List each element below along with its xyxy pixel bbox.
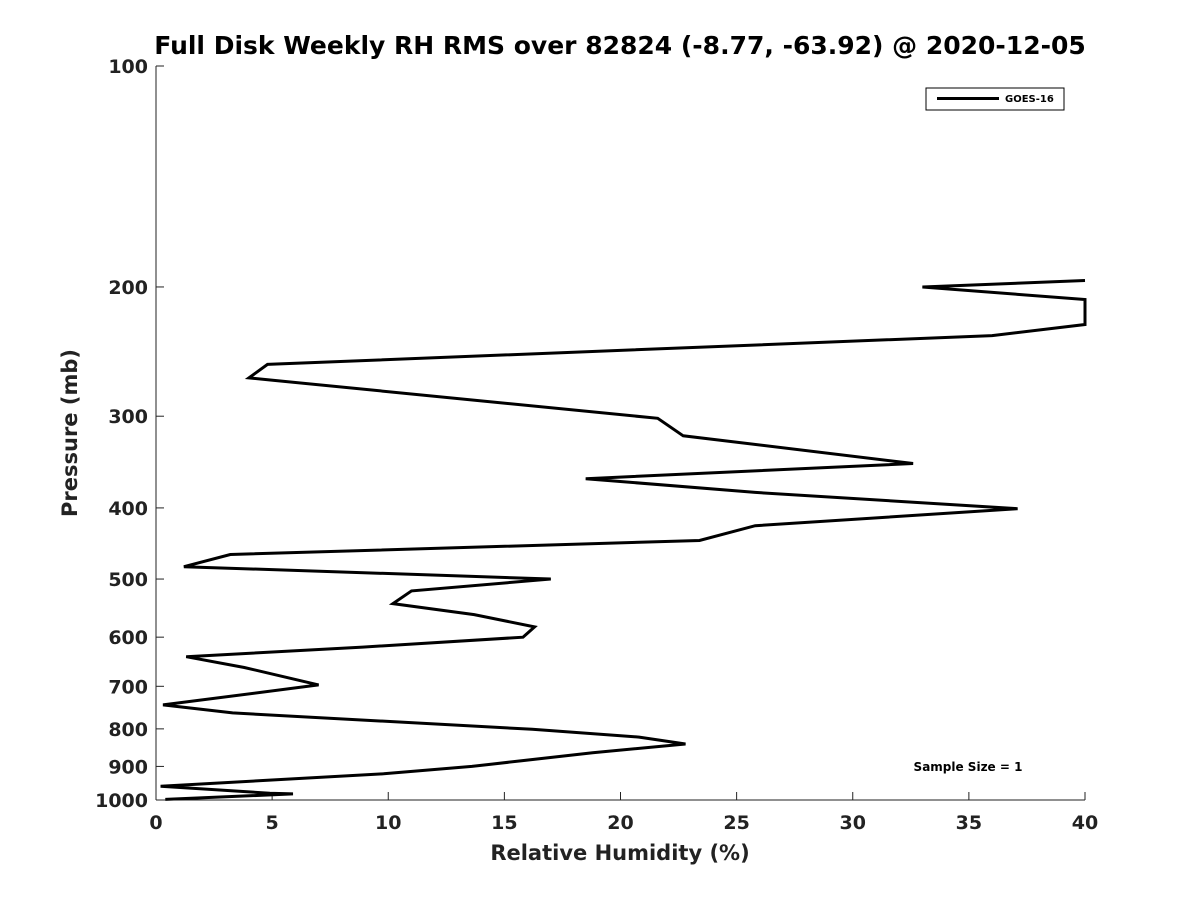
y-tick-label: 300 [108, 406, 148, 428]
chart-title: Full Disk Weekly RH RMS over 82824 (-8.7… [154, 31, 1086, 60]
y-tick-label: 800 [108, 719, 148, 741]
y-tick-label: 500 [108, 569, 148, 591]
y-axis: 100 200 300 400 500 600 700 800 900 1000 [95, 56, 164, 812]
axes [155, 66, 1085, 801]
x-tick-label: 40 [1072, 812, 1098, 834]
y-tick-label: 400 [108, 498, 148, 520]
series-line-0 [160, 279, 1087, 801]
y-tick-label: 700 [108, 676, 148, 698]
y-tick-label: 200 [108, 277, 148, 299]
legend-entry: GOES-16 [1005, 94, 1054, 105]
x-tick-label: 15 [491, 812, 517, 834]
sample-size-annotation: Sample Size = 1 [914, 760, 1023, 774]
y-tick-label: 100 [108, 56, 148, 78]
y-tick-label: 1000 [95, 790, 148, 812]
y-tick-label: 900 [108, 756, 148, 778]
x-tick-label: 5 [266, 812, 279, 834]
x-tick-label: 10 [375, 812, 401, 834]
x-tick-label: 20 [607, 812, 633, 834]
x-axis: 0 5 10 15 20 25 30 35 40 [149, 792, 1098, 834]
x-tick-label: 30 [840, 812, 866, 834]
x-tick-label: 25 [723, 812, 749, 834]
y-tick-label: 600 [108, 627, 148, 649]
x-axis-label: Relative Humidity (%) [490, 841, 749, 865]
legend: GOES-16 [925, 87, 1065, 111]
x-tick-label: 35 [956, 812, 982, 834]
x-tick-label: 0 [149, 812, 162, 834]
plot-area [160, 279, 1087, 801]
y-axis-label: Pressure (mb) [58, 349, 82, 517]
